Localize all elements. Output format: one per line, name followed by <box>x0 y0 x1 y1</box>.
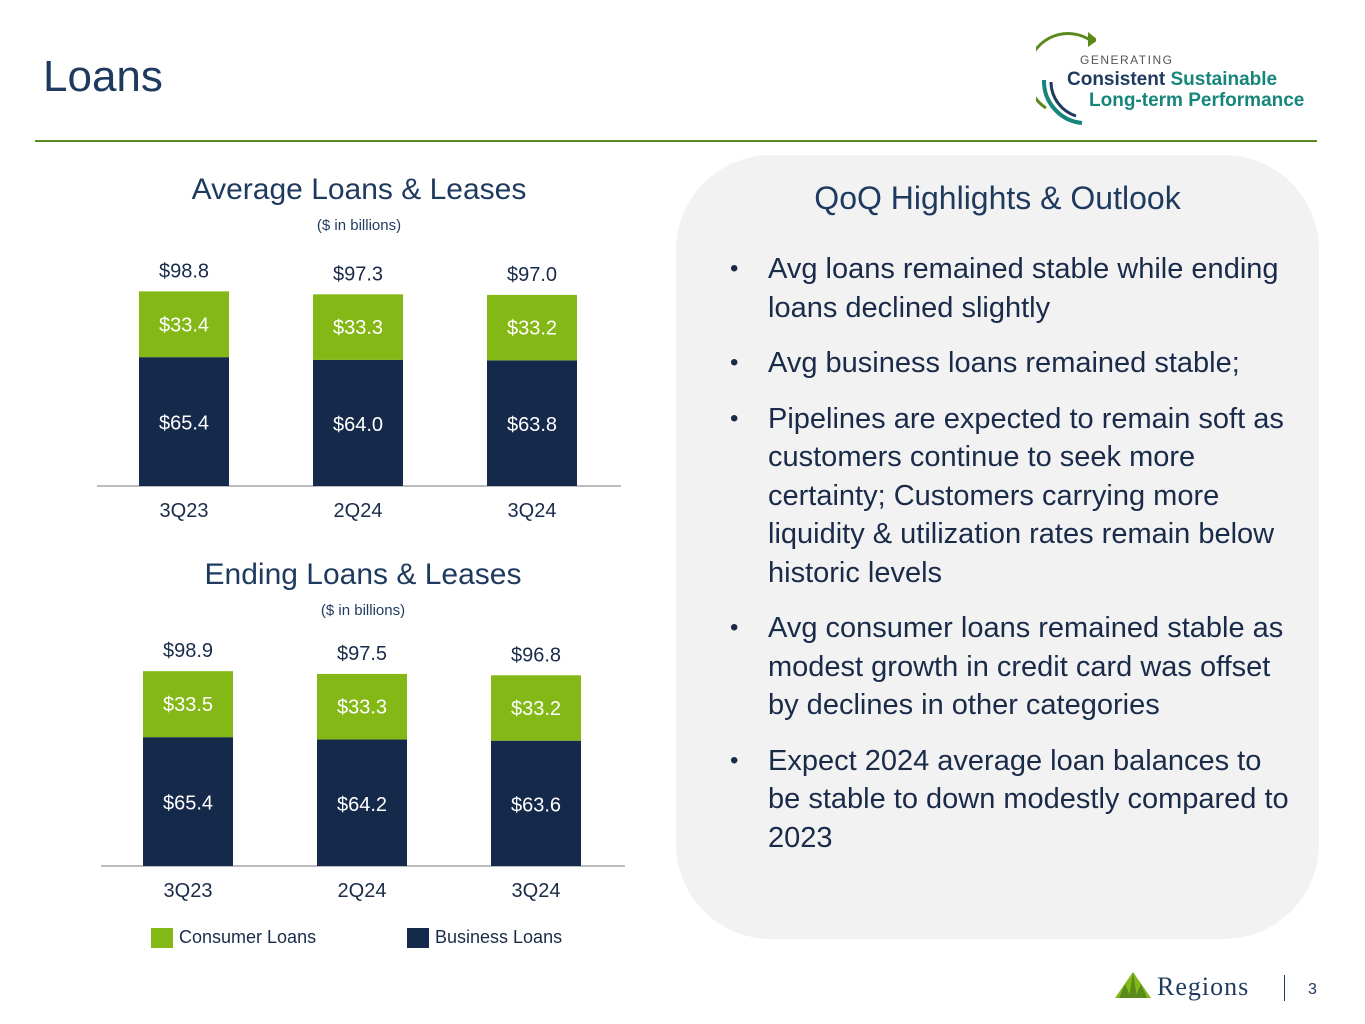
bar-consumer <box>143 671 233 738</box>
highlight-bullet: Avg loans remained stable while ending l… <box>730 250 1300 327</box>
data-label-total: $98.9 <box>163 640 213 662</box>
bar-business <box>313 359 403 486</box>
x-tick-label: 3Q24 <box>508 500 557 522</box>
highlight-bullet: Expect 2024 average loan balances to be … <box>730 742 1300 858</box>
logo-line-1: Consistent Sustainable <box>1067 69 1277 91</box>
page-number: 3 <box>1308 981 1317 998</box>
data-label-total: $97.3 <box>333 263 383 285</box>
regions-wordmark: Regions <box>1157 972 1250 1001</box>
x-tick-label: 3Q23 <box>164 880 213 902</box>
highlights-list: Avg loans remained stable while ending l… <box>730 250 1300 874</box>
bar-business <box>317 739 407 866</box>
data-label-consumer: $33.2 <box>511 698 561 720</box>
x-tick-label: 2Q24 <box>338 880 387 902</box>
bar-business <box>143 737 233 866</box>
logo-generating-text: GENERATING <box>1080 53 1174 67</box>
legend-business: Business Loans <box>407 927 562 948</box>
ending-loans-chart: $65.4 $33.5 $98.9 3Q23 $64.2 $33.3 $97.5 2Q24 $6… <box>101 640 625 902</box>
chart-title-average: Average Loans & Leases <box>191 173 527 206</box>
data-label-total: $97.5 <box>337 643 387 665</box>
legend-swatch-business <box>407 927 429 948</box>
bar-consumer <box>317 673 407 740</box>
chart-subtitle-ending: ($ in billions) <box>320 602 406 619</box>
data-label-business: $65.4 <box>159 413 209 435</box>
x-tick-label: 2Q24 <box>334 500 383 522</box>
data-label-business: $65.4 <box>163 793 213 815</box>
data-label-business: $63.6 <box>511 794 561 816</box>
data-label-business: $63.8 <box>507 414 557 436</box>
legend-label-business: Business Loans <box>435 927 563 947</box>
legend-swatch-consumer <box>151 927 173 948</box>
bar-consumer <box>139 291 229 358</box>
x-tick-label: 3Q23 <box>160 500 209 522</box>
data-label-consumer: $33.4 <box>159 314 209 336</box>
circular-arrow-icon <box>1036 32 1096 125</box>
data-label-total: $97.0 <box>507 264 557 286</box>
data-label-total: $96.8 <box>511 644 561 666</box>
title-divider <box>35 140 1317 142</box>
x-tick-label: 3Q24 <box>512 880 561 902</box>
legend-label-consumer: Consumer Loans <box>179 927 317 947</box>
bar-business <box>491 740 581 866</box>
logo-sustainable: Sustainable <box>1170 69 1278 90</box>
bar-consumer <box>491 675 581 741</box>
footer-divider <box>1284 975 1285 1001</box>
data-label-consumer: $33.3 <box>337 697 387 719</box>
regions-triangle-icon <box>1115 972 1151 998</box>
chart-title-ending: Ending Loans & Leases <box>204 558 522 591</box>
logo-consistent: Consistent <box>1067 69 1166 90</box>
data-label-total: $98.8 <box>159 260 209 282</box>
legend-consumer: Consumer Loans <box>151 927 316 948</box>
bar-business <box>139 357 229 486</box>
chart-subtitle-average: ($ in billions) <box>316 217 402 234</box>
highlight-bullet: Avg consumer loans remained stable as mo… <box>730 609 1300 725</box>
bar-consumer <box>313 294 403 360</box>
average-loans-chart: $65.4 $33.4 $98.8 3Q23 $64.0 $33.3 $97.3 2Q24 $6… <box>97 260 621 522</box>
highlight-bullet: Avg business loans remained stable; <box>730 344 1300 383</box>
regions-logo: Regions <box>1113 968 1273 1004</box>
page-title: Loans <box>43 52 163 101</box>
data-label-consumer: $33.2 <box>507 318 557 340</box>
generating-performance-logo: GENERATING Consistent Sustainable Long-t… <box>1036 28 1326 133</box>
data-label-business: $64.2 <box>337 794 387 816</box>
data-label-consumer: $33.5 <box>163 694 213 716</box>
logo-long-term: Long-term Performance <box>1089 90 1305 111</box>
highlight-bullet: Pipelines are expected to remain soft as… <box>730 400 1300 593</box>
bar-consumer <box>487 294 577 361</box>
data-label-consumer: $33.3 <box>333 317 383 339</box>
data-label-business: $64.0 <box>333 414 383 436</box>
highlights-heading: QoQ Highlights & Outlook <box>814 180 1181 216</box>
bar-business <box>487 360 577 486</box>
